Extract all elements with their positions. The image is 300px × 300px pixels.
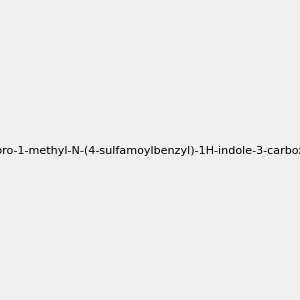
Text: 6-chloro-1-methyl-N-(4-sulfamoylbenzyl)-1H-indole-3-carboxamide: 6-chloro-1-methyl-N-(4-sulfamoylbenzyl)-… [0, 146, 300, 157]
